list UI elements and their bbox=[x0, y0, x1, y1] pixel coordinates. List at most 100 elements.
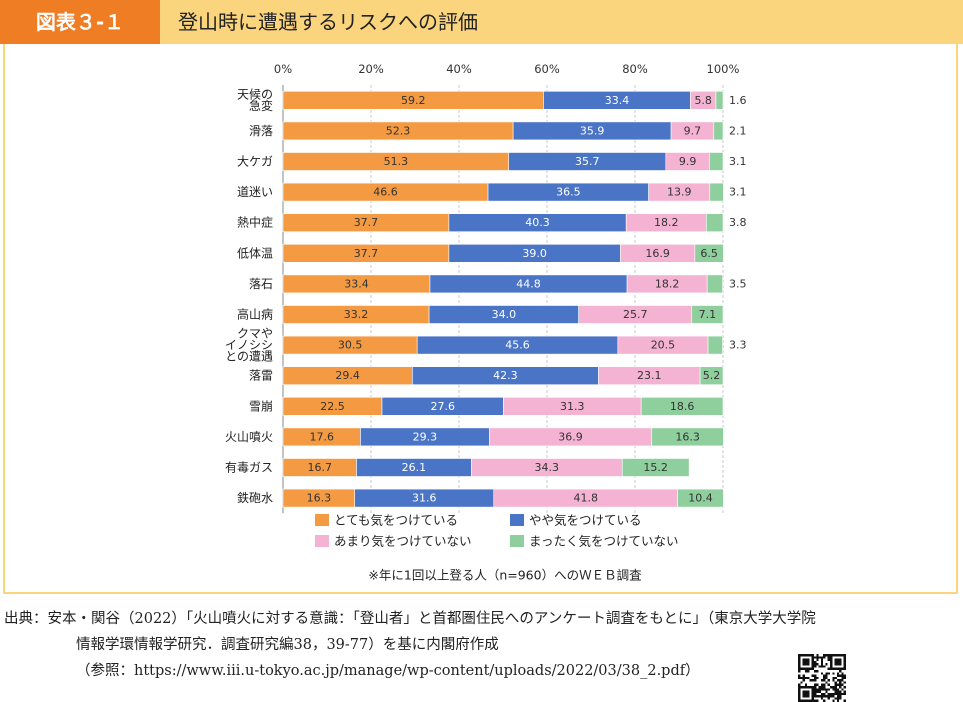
source-line-1: 出典：安本・関谷（2022）「火山噴火に対する意識：「登山者」と首都圏住民へのア… bbox=[4, 611, 816, 627]
category-label: 高山病 bbox=[237, 307, 273, 322]
source-line-3: （参照：https://www.iii.u-tokyo.ac.jp/manage… bbox=[76, 663, 700, 679]
category-label: クマや bbox=[237, 327, 273, 341]
data-label: 27.6 bbox=[430, 400, 455, 413]
data-label: 18.2 bbox=[654, 216, 679, 229]
data-label: 37.7 bbox=[354, 216, 379, 229]
legend-label: まったく気をつけていない bbox=[529, 534, 679, 549]
data-label: 16.3 bbox=[675, 430, 700, 443]
data-label: 6.5 bbox=[700, 247, 718, 260]
data-label: 51.3 bbox=[384, 155, 409, 168]
bar-segment bbox=[713, 121, 724, 141]
data-label: 39.0 bbox=[522, 247, 547, 260]
bar-segment bbox=[709, 182, 724, 202]
data-label: 33.4 bbox=[605, 94, 630, 107]
data-label: 1.6 bbox=[729, 94, 747, 107]
data-label: 26.1 bbox=[402, 461, 427, 474]
x-tick-label: 20% bbox=[358, 62, 384, 76]
data-label: 37.7 bbox=[354, 247, 379, 260]
data-label: 25.7 bbox=[623, 308, 648, 321]
survey-note: ※年に1回以上登る人（n=960）へのＷＥＢ調査 bbox=[368, 568, 642, 583]
data-label: 34.3 bbox=[535, 461, 560, 474]
data-label: 40.3 bbox=[525, 216, 550, 229]
bar-segment bbox=[706, 274, 723, 294]
legend-swatch bbox=[510, 514, 524, 526]
category-label: イノシシ bbox=[225, 338, 273, 352]
bar-segment bbox=[705, 213, 724, 232]
figure-header: 図表３-１ 登山時に遭遇するリスクへの評価 bbox=[0, 0, 963, 44]
data-label: 34.0 bbox=[492, 308, 517, 321]
category-label: 大ケガ bbox=[237, 155, 273, 169]
data-label: 5.2 bbox=[703, 369, 721, 382]
legend-swatch bbox=[315, 535, 329, 547]
data-label: 3.8 bbox=[729, 216, 747, 229]
data-label: 52.3 bbox=[386, 124, 411, 137]
bar-segment bbox=[694, 244, 724, 263]
category-label: との遭遇 bbox=[225, 350, 273, 364]
category-label: 滑落 bbox=[249, 124, 273, 138]
data-label: 15.2 bbox=[643, 461, 668, 474]
bar-segment bbox=[621, 458, 690, 477]
data-label: 31.6 bbox=[412, 492, 437, 505]
category-label: 鉄砲水 bbox=[237, 490, 273, 505]
data-label: 3.3 bbox=[729, 339, 747, 352]
data-label: 45.6 bbox=[505, 339, 530, 352]
chart-panel: 0% 20% 40% 60% 80% 100% 59.2 33.4 5.8 1.6 天候の 急変 52.… bbox=[3, 44, 958, 594]
category-label: 火山噴火 bbox=[225, 430, 273, 444]
data-label: 23.1 bbox=[637, 369, 662, 382]
category-label: 落雷 bbox=[249, 369, 273, 383]
data-label: 13.9 bbox=[667, 186, 692, 199]
data-label: 7.1 bbox=[699, 308, 717, 321]
data-label: 35.7 bbox=[575, 155, 600, 168]
legend-swatch bbox=[315, 514, 329, 526]
data-label: 59.2 bbox=[401, 94, 426, 107]
data-label: 9.9 bbox=[679, 155, 697, 168]
bar-segment bbox=[715, 90, 724, 110]
data-label: 33.2 bbox=[344, 308, 369, 321]
bar-segment bbox=[677, 488, 724, 508]
source-citation: 出典：安本・関谷（2022）「火山噴火に対する意識：「登山者」と首都圏住民へのア… bbox=[4, 606, 816, 684]
data-label: 31.3 bbox=[560, 400, 585, 413]
bar-segment bbox=[651, 427, 724, 447]
legend-label: やや気をつけている bbox=[529, 513, 642, 528]
x-tick-label: 0% bbox=[274, 62, 292, 76]
source-line-2: 情報学環情報学研究．調査研究編38，39-77）を基に内閣府作成 bbox=[76, 637, 499, 653]
data-label: 35.9 bbox=[580, 124, 605, 137]
x-tick-label: 40% bbox=[446, 62, 472, 76]
category-label: 熱中症 bbox=[237, 215, 273, 230]
data-label: 16.7 bbox=[307, 461, 332, 474]
data-label: 16.9 bbox=[645, 247, 670, 260]
figure-label: 図表３-１ bbox=[0, 0, 160, 44]
legend-swatch bbox=[510, 535, 524, 547]
legend-label: とても気をつけている bbox=[334, 513, 458, 528]
bar-segment bbox=[707, 335, 723, 355]
data-label: 3.1 bbox=[729, 155, 747, 168]
data-label: 30.5 bbox=[338, 339, 363, 352]
legend-label: あまり気をつけていない bbox=[334, 534, 472, 549]
data-label: 3.5 bbox=[729, 277, 747, 290]
x-tick-label: 60% bbox=[534, 62, 560, 76]
data-label: 22.5 bbox=[320, 400, 345, 413]
bar-segment bbox=[699, 366, 724, 386]
data-label: 42.3 bbox=[493, 369, 518, 382]
data-label: 44.8 bbox=[516, 277, 541, 290]
data-label: 33.4 bbox=[344, 277, 369, 290]
qr-code-icon[interactable] bbox=[798, 654, 846, 702]
data-label: 16.3 bbox=[307, 492, 332, 505]
data-label: 29.3 bbox=[413, 430, 438, 443]
category-label: 有毒ガス bbox=[225, 461, 273, 475]
x-tick-label: 80% bbox=[622, 62, 648, 76]
category-label: 道迷い bbox=[237, 185, 273, 199]
data-label: 46.6 bbox=[373, 186, 398, 199]
data-label: 41.8 bbox=[573, 492, 598, 505]
x-tick-label: 100% bbox=[707, 62, 740, 76]
data-label: 5.8 bbox=[694, 94, 712, 107]
data-label: 10.4 bbox=[688, 492, 713, 505]
data-label: 2.1 bbox=[729, 124, 747, 137]
figure-title: 登山時に遭遇するリスクへの評価 bbox=[178, 10, 478, 34]
category-label: 低体温 bbox=[237, 246, 273, 260]
data-label: 3.1 bbox=[729, 186, 747, 199]
bar-segment bbox=[640, 396, 724, 416]
bar-segment bbox=[709, 152, 724, 171]
category-label: 急変 bbox=[249, 98, 273, 113]
category-label: 雪崩 bbox=[249, 399, 273, 413]
